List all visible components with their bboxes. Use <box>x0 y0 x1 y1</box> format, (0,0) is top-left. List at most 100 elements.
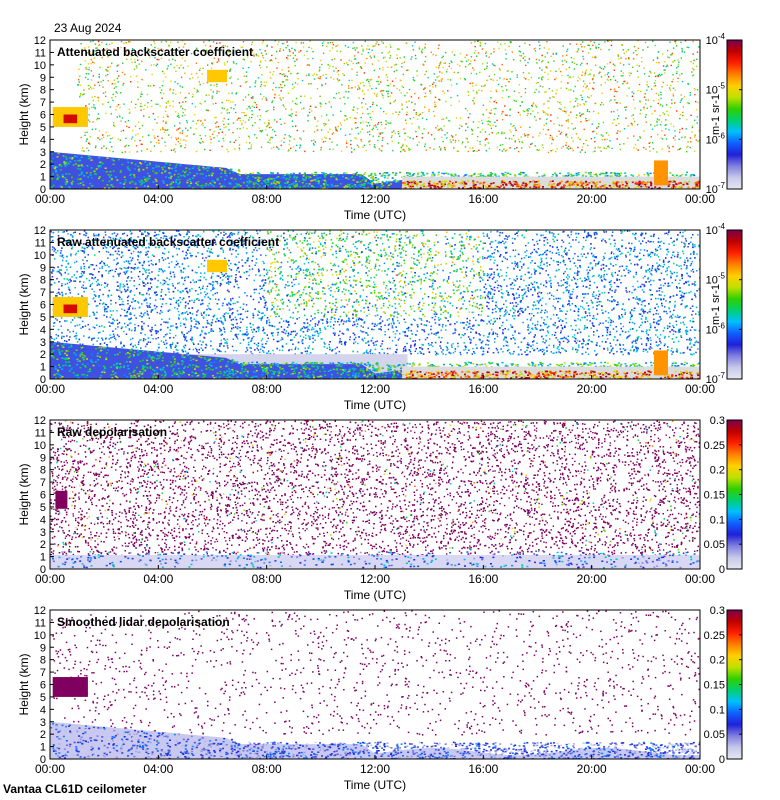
backscatter-pixel <box>488 147 491 150</box>
backscatter-pixel <box>441 129 443 131</box>
backscatter-pixel <box>369 140 371 142</box>
backscatter-pixel <box>685 128 687 130</box>
backscatter-pixel <box>390 92 393 94</box>
backscatter-pixel <box>278 94 280 96</box>
backscatter-pixel <box>178 50 180 52</box>
bl-pixel <box>469 175 472 177</box>
backscatter-pixel <box>670 54 672 56</box>
backscatter-pixel <box>552 149 554 151</box>
backscatter-pixel <box>656 118 659 120</box>
backscatter-pixel <box>396 69 398 72</box>
bl-pixel <box>417 173 420 175</box>
backscatter-pixel <box>562 45 564 47</box>
backscatter-pixel <box>253 55 255 57</box>
y-tick-label: 1 <box>40 172 46 184</box>
bl-pixel <box>293 182 296 184</box>
backscatter-pixel <box>619 130 621 133</box>
backscatter-pixel <box>229 70 231 72</box>
backscatter-pixel <box>299 240 301 242</box>
bl-pixel <box>343 186 346 188</box>
backscatter-pixel <box>395 111 397 113</box>
backscatter-pixel <box>344 45 347 47</box>
bl-pixel <box>311 187 314 189</box>
cloud-pixel <box>419 187 422 189</box>
backscatter-pixel <box>503 78 505 80</box>
backscatter-pixel <box>469 63 471 65</box>
backscatter-pixel <box>433 148 435 151</box>
backscatter-pixel <box>249 142 251 144</box>
bl-pixel <box>207 167 210 169</box>
backscatter-pixel <box>425 70 427 73</box>
backscatter-pixel <box>246 128 248 130</box>
backscatter-pixel <box>291 120 294 122</box>
backscatter-pixel <box>195 127 197 130</box>
backscatter-pixel <box>98 44 100 47</box>
backscatter-pixel <box>235 111 237 114</box>
backscatter-pixel <box>446 71 448 73</box>
backscatter-pixel <box>681 127 683 130</box>
backscatter-pixel <box>479 41 481 44</box>
backscatter-pixel <box>622 64 625 66</box>
cloud-pixel <box>566 185 569 188</box>
backscatter-pixel <box>495 133 498 135</box>
backscatter-pixel <box>582 41 584 43</box>
backscatter-pixel <box>180 106 182 108</box>
bl-pixel <box>295 178 298 180</box>
bl-pixel <box>65 179 68 181</box>
cloud-pixel <box>634 182 637 185</box>
backscatter-pixel <box>445 100 447 103</box>
backscatter-pixel <box>213 57 216 59</box>
backscatter-pixel <box>574 127 576 129</box>
backscatter-pixel <box>148 51 151 53</box>
backscatter-pixel <box>253 106 255 109</box>
cloud-pixel <box>596 181 599 184</box>
bl-pixel <box>268 177 271 179</box>
backscatter-pixel <box>377 60 380 62</box>
bl-pixel <box>489 175 492 178</box>
cloud-pixel <box>637 182 640 184</box>
backscatter-pixel <box>418 128 420 130</box>
backscatter-pixel <box>640 56 643 59</box>
backscatter-pixel <box>86 131 88 133</box>
backscatter-pixel <box>571 122 573 125</box>
backscatter-pixel <box>193 114 196 116</box>
backscatter-pixel <box>577 102 579 105</box>
backscatter-pixel <box>320 129 323 131</box>
backscatter-pixel <box>357 126 359 129</box>
backscatter-pixel <box>654 44 657 47</box>
backscatter-pixel <box>638 65 641 67</box>
backscatter-pixel <box>100 81 102 83</box>
backscatter-pixel <box>109 66 112 68</box>
backscatter-pixel <box>692 53 694 55</box>
backscatter-pixel <box>625 106 627 108</box>
cloud-pixel <box>453 185 456 187</box>
backscatter-pixel <box>594 150 596 152</box>
bl-pixel <box>292 172 295 175</box>
backscatter-pixel <box>367 45 369 47</box>
bl-pixel <box>286 173 289 175</box>
cloud-pixel <box>472 184 475 187</box>
backscatter-pixel <box>354 117 356 119</box>
backscatter-pixel <box>381 139 384 141</box>
cloud-pixel <box>478 187 481 189</box>
backscatter-pixel <box>544 111 546 113</box>
backscatter-pixel <box>372 103 374 106</box>
backscatter-pixel <box>511 51 513 53</box>
backscatter-pixel <box>469 82 471 85</box>
backscatter-pixel <box>587 144 589 147</box>
backscatter-pixel <box>524 56 526 58</box>
backscatter-pixel <box>424 92 427 94</box>
backscatter-pixel <box>284 75 286 77</box>
backscatter-pixel <box>165 122 167 125</box>
backscatter-pixel <box>167 65 169 67</box>
backscatter-pixel <box>411 123 413 125</box>
backscatter-pixel <box>244 81 247 84</box>
bl-pixel <box>110 179 113 181</box>
bl-pixel <box>371 182 374 184</box>
backscatter-pixel <box>112 99 114 102</box>
bl-pixel <box>477 173 480 175</box>
cloud-pixel <box>639 181 642 184</box>
backscatter-pixel <box>620 75 622 77</box>
backscatter-pixel <box>210 67 213 69</box>
backscatter-pixel <box>131 136 134 138</box>
